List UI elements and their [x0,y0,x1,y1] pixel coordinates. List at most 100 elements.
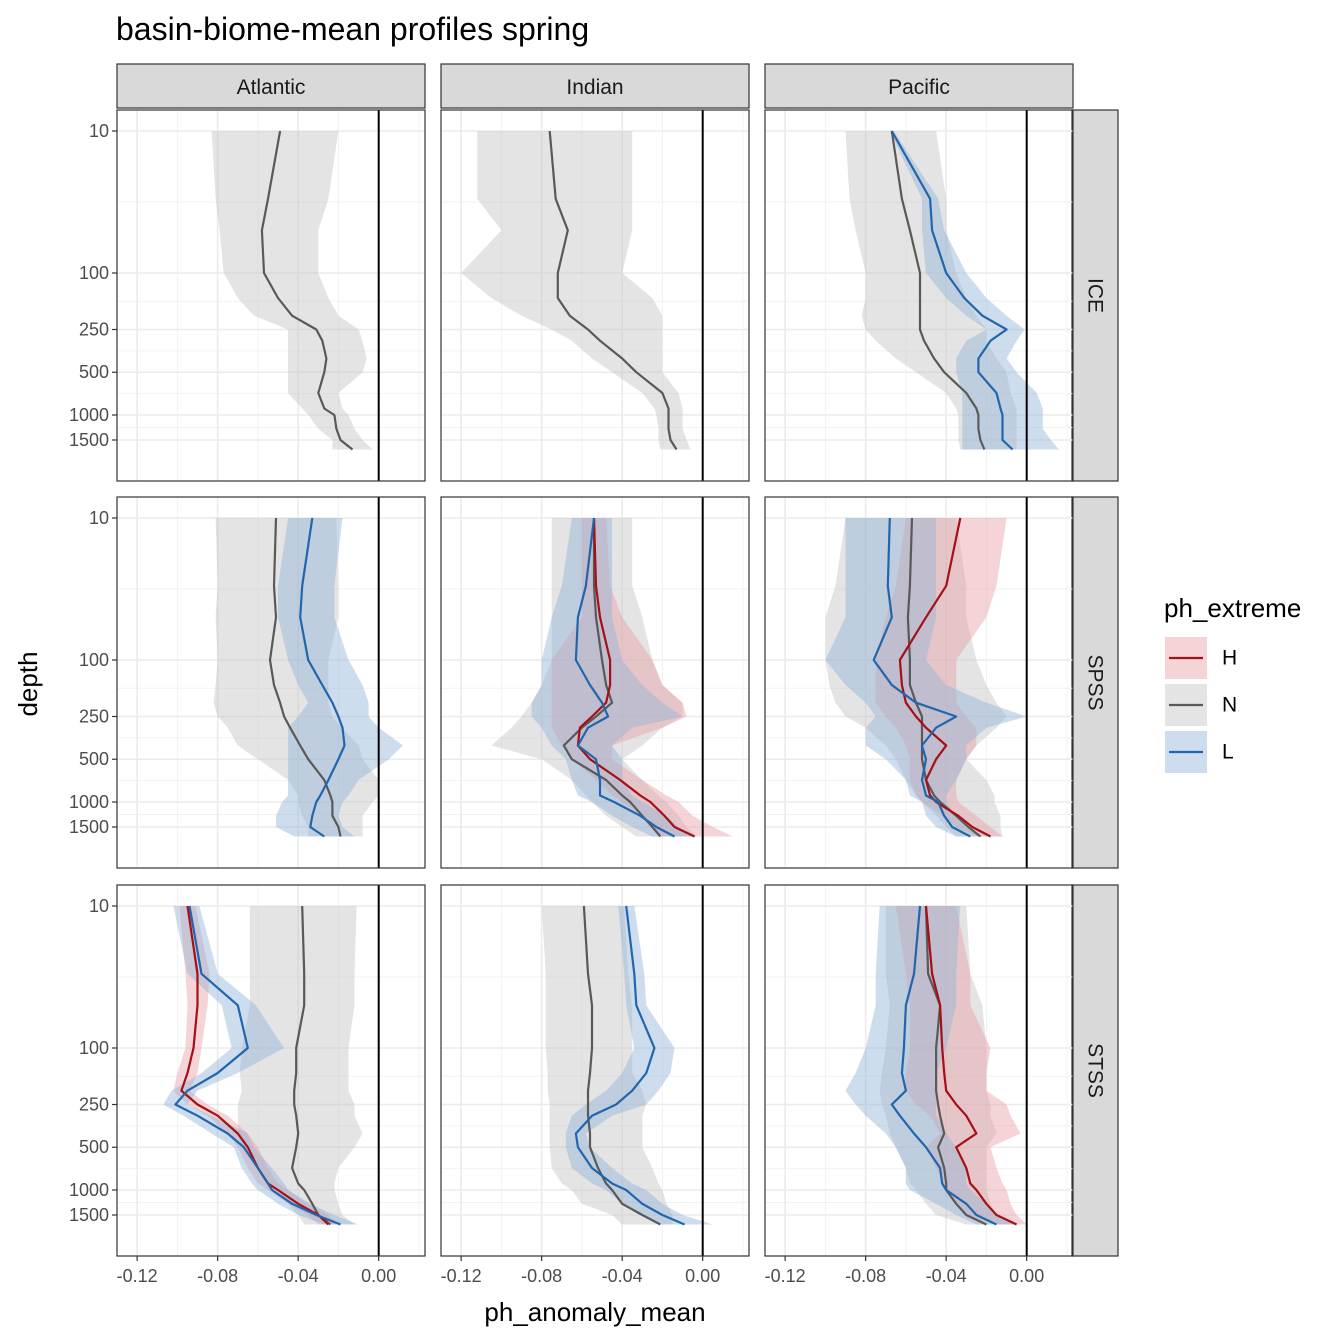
mean-line-H [576,517,696,838]
x-tick-label: -0.08 [845,1266,886,1286]
y-axis-title: depth [13,651,43,716]
y-tick-label: 500 [79,362,109,382]
strip-label: Indian [566,76,623,99]
mean-line-L [574,517,676,838]
panel-border [764,109,1074,482]
x-tick-label: 0.00 [1009,1266,1044,1286]
column-strip-pacific: Pacific [764,63,1074,109]
panels-layer: Atlantic Indian Pacific ICE SPSS STSS 10 100 250… [69,63,1119,1286]
strip-background [116,63,426,109]
strip-background [440,63,750,109]
ribbon-N [845,131,1017,450]
mean-line-H [924,905,1018,1226]
panel-pacific-ice [764,109,1074,482]
panel-indian-spss [440,496,750,869]
panel-atlantic-spss [116,496,426,869]
panel-border [764,496,1074,869]
strip-background [1071,884,1119,1257]
x-axis-indian: -0.12 -0.08 -0.04 0.00 [441,1256,720,1286]
y-tick-label: 250 [79,1095,109,1115]
y-tick-label: 1000 [69,1180,109,1200]
legend-label: L [1222,741,1234,764]
legend-label: N [1222,694,1237,717]
strip-label: Pacific [888,76,950,99]
strip-label: Atlantic [237,76,306,99]
mean-line-N [582,905,661,1226]
ribbon-L [889,131,1059,450]
ribbon-H [895,906,1027,1225]
mean-line-N [562,518,662,838]
y-tick-label: 250 [79,707,109,727]
mean-line-H [180,905,330,1226]
y-tick-label: 500 [79,1137,109,1157]
panel-border [116,496,426,869]
y-tick-label: 10 [89,121,109,141]
legend-label: H [1222,647,1237,670]
panel-border [440,109,750,482]
x-tick-label: -0.12 [765,1266,806,1286]
strip-label: ICE [1084,278,1107,313]
ribbon-L [845,906,1017,1225]
mean-line-L [174,905,341,1226]
y-axis-ice: 10 100 250 500 1000 1500 [69,121,117,450]
mean-line-N [291,905,332,1226]
legend-item-L: L [1165,731,1234,773]
column-strip-atlantic: Atlantic [116,63,426,109]
row-strip-ice: ICE [1071,109,1119,482]
panel-atlantic-ice [116,109,426,482]
mean-line-L [872,517,971,838]
legend-item-H: H [1165,637,1237,679]
panel-border [116,109,426,482]
y-tick-label: 1000 [69,405,109,425]
y-tick-label: 10 [89,896,109,916]
y-tick-label: 1000 [69,792,109,812]
panel-border [116,884,426,1257]
y-tick-label: 1500 [69,1205,109,1225]
strip-background [1071,496,1119,869]
y-tick-label: 1500 [69,817,109,837]
legend: ph_extreme H N L [1164,593,1301,773]
x-tick-label: -0.08 [197,1266,238,1286]
x-axis-title: ph_anomaly_mean [484,1297,705,1327]
y-tick-label: 100 [79,1038,109,1058]
panel-pacific-stss [764,884,1074,1257]
mean-line-L [890,130,1014,451]
ribbon-N [237,906,363,1225]
ribbon-N [213,518,379,837]
ribbon-L [531,518,693,837]
mean-line-L [890,905,997,1226]
row-strip-spss: SPSS [1071,496,1119,869]
panel-indian-ice [440,109,750,482]
y-tick-label: 250 [79,320,109,340]
y-tick-label: 500 [79,749,109,769]
x-tick-label: -0.04 [278,1266,319,1286]
mean-line-N [260,130,354,451]
ribbon-L [163,906,359,1225]
strip-label: STSS [1084,1043,1107,1098]
mean-line-N [924,905,987,1226]
y-tick-label: 1500 [69,430,109,450]
ribbon-N [491,518,697,837]
panel-border [764,884,1074,1257]
y-tick-label: 10 [89,508,109,528]
y-axis-spss: 10 100 250 500 1000 1500 [69,508,117,837]
column-strip-indian: Indian [440,63,750,109]
strip-background [764,63,1074,109]
panel-indian-stss [440,884,750,1257]
x-tick-label: 0.00 [361,1266,396,1286]
panel-border [440,496,750,869]
ribbon-N [825,518,1007,837]
chart-title: basin-biome-mean profiles spring [116,11,589,47]
mean-line-L [574,905,686,1226]
x-tick-label: -0.04 [602,1266,643,1286]
ribbon-N [541,906,673,1225]
x-tick-label: -0.12 [441,1266,482,1286]
mean-line-N [268,517,342,837]
legend-title: ph_extreme [1164,593,1301,623]
x-axis-atlantic: -0.12 -0.08 -0.04 0.00 [117,1256,396,1286]
x-tick-label: -0.04 [926,1266,967,1286]
strip-background [1071,109,1119,482]
row-strip-stss: STSS [1071,884,1119,1257]
ribbon-H [173,906,339,1225]
